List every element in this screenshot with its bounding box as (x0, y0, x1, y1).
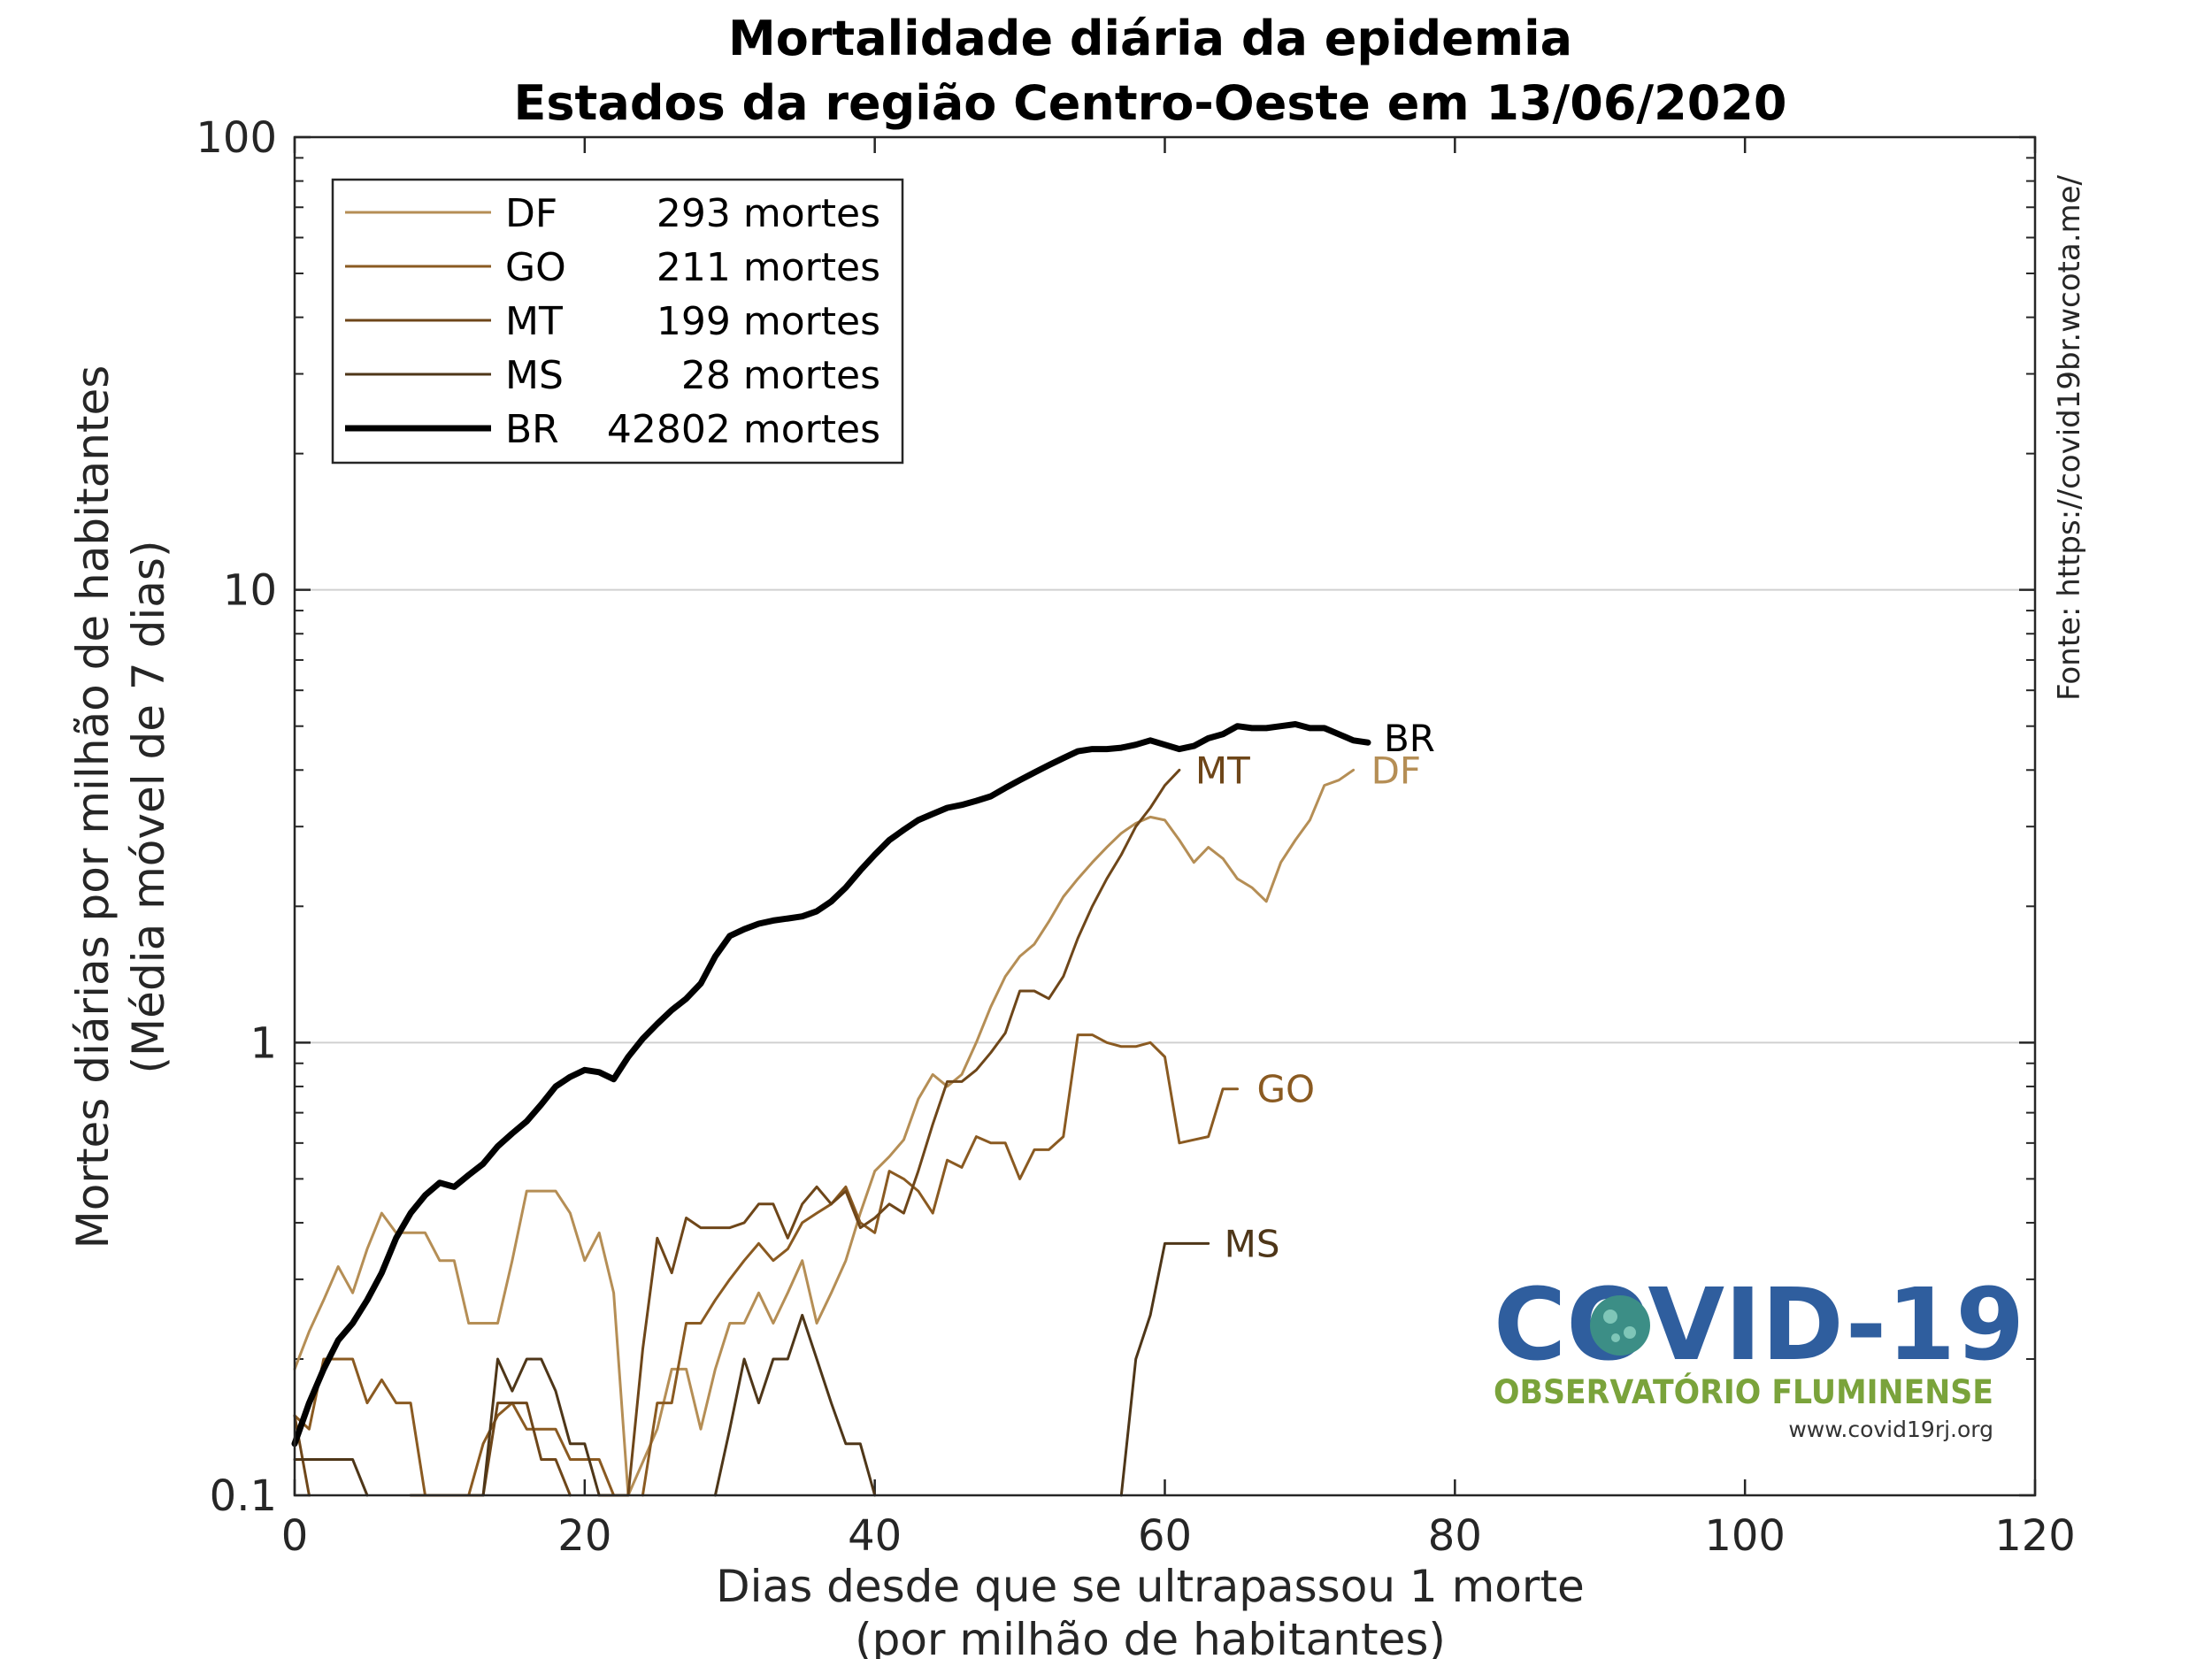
y-axis-label-secondary: (Média móvel de 7 dias) (123, 541, 174, 1074)
legend-label-go: GO (505, 245, 566, 290)
series-line-mt (293, 768, 1181, 1497)
source-label: Fonte: https://covid19br.wcota.me/ (2052, 174, 2087, 701)
series-end-label-go: GO (1256, 1068, 1315, 1111)
gridlines (295, 588, 2035, 1044)
series-end-labels: DF GO MT MS BR (1195, 717, 1435, 1265)
x-tick-label: 100 (1704, 1511, 1786, 1561)
series-line-go (293, 1033, 1239, 1497)
x-tick-label: 20 (557, 1511, 611, 1561)
x-tick-label: 120 (1994, 1511, 2076, 1561)
logo-title: COVID-19 (1494, 1268, 2024, 1383)
logo-subtitle: OBSERVATÓRIO FLUMINENSE (1494, 1372, 1993, 1411)
x-tick-label: 80 (1428, 1511, 1482, 1561)
series-line-df (293, 768, 1356, 1497)
series-end-label-br: BR (1384, 717, 1435, 760)
legend-value-go: 211 mortes (657, 245, 880, 290)
x-tick-label: 40 (848, 1511, 902, 1561)
x-tick-label: 60 (1138, 1511, 1192, 1561)
tick-labels: 0.1 1 10 100 0 20 40 60 80 100 120 (196, 113, 2075, 1561)
logo-url: www.covid19rj.org (1788, 1417, 1993, 1442)
series-end-label-mt: MT (1195, 749, 1250, 792)
series-group (291, 721, 1371, 1497)
covid19-logo: COVID-19 OBSERVATÓRIO FLUMINENSE www.cov… (1494, 1268, 2024, 1442)
legend-label-mt: MT (505, 299, 563, 344)
legend-label-df: DF (505, 191, 557, 236)
chart-title: Mortalidade diária da epidemia (728, 11, 1572, 66)
series-line-ms (293, 1241, 1210, 1497)
x-axis-label-secondary: (por milhão de habitantes) (855, 1614, 1446, 1659)
y-tick-label: 100 (196, 113, 277, 163)
x-tick-label: 0 (281, 1511, 309, 1561)
series-line-br (291, 721, 1371, 1448)
chart-subtitle: Estados da região Centro-Oeste em 13/06/… (514, 75, 1787, 131)
legend-value-br: 42802 mortes (607, 407, 880, 452)
legend-value-mt: 199 mortes (657, 299, 880, 344)
legend-value-df: 293 mortes (657, 191, 880, 236)
virus-icon (1590, 1295, 1650, 1356)
legend-label-br: BR (505, 407, 559, 452)
y-axis-label: Mortes diárias por milhão de habitantes (67, 365, 119, 1249)
y-tick-label: 1 (250, 1018, 277, 1068)
series-end-label-df: DF (1371, 749, 1422, 792)
legend-value-ms: 28 mortes (681, 353, 880, 398)
x-axis-label: Dias desde que se ultrapassou 1 morte (716, 1561, 1585, 1612)
y-tick-label: 10 (223, 566, 277, 616)
y-tick-label: 0.1 (210, 1471, 277, 1521)
series-end-label-ms: MS (1225, 1222, 1280, 1265)
plot-frame (293, 135, 2037, 1497)
legend: DF 293 mortes GO 211 mortes MT 199 mortes MS 28… (331, 178, 904, 465)
legend-label-ms: MS (505, 353, 564, 398)
